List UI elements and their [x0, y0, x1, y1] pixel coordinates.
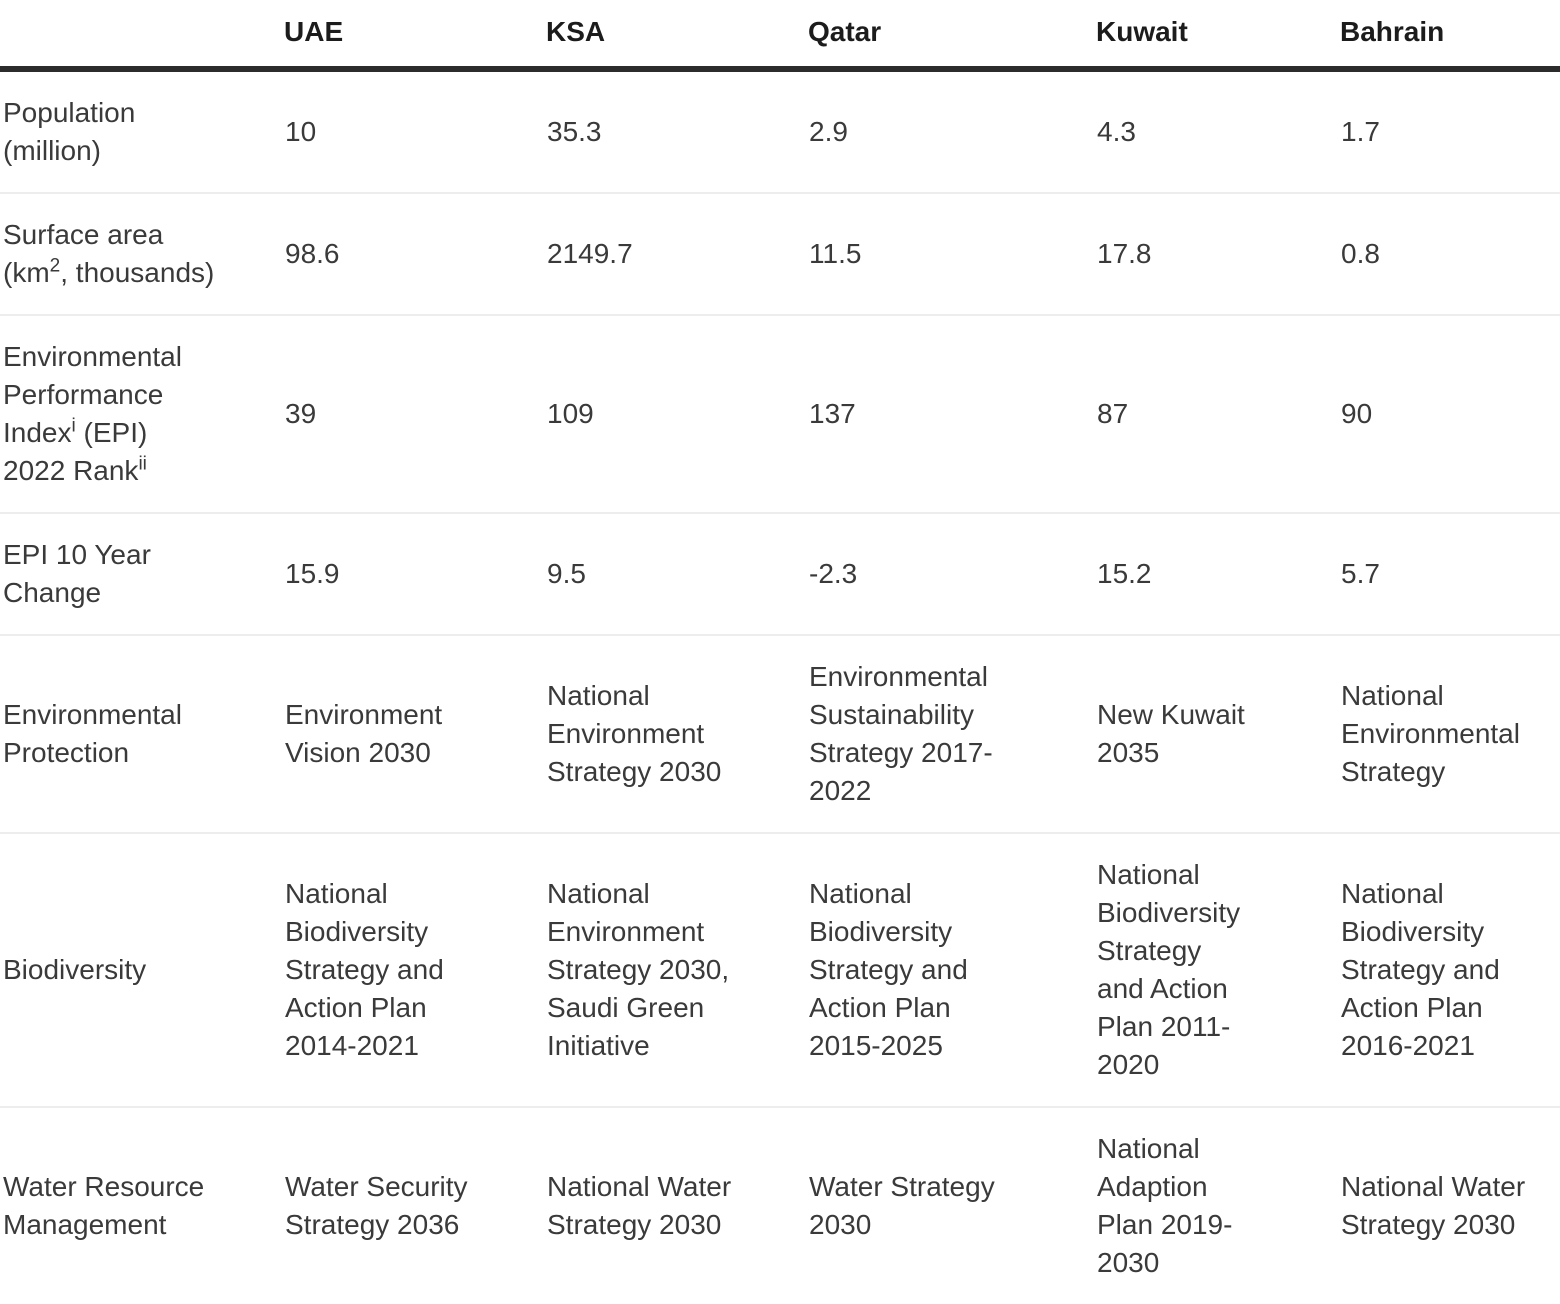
cell-biodiversity-bahrain: National Biodiversity Strategy and Actio…	[1340, 833, 1560, 1108]
cell-epi-change-qatar: -2.3	[808, 513, 1096, 636]
cell-biodiversity-kuwait: National Biodiversity Strategy and Actio…	[1096, 833, 1340, 1108]
cell-surface-area-ksa: 2149.7	[546, 193, 808, 316]
cell-epi-change-kuwait: 15.2	[1096, 513, 1340, 636]
table-row-environmental-protection: Environmental Protection Environment Vis…	[0, 635, 1560, 834]
surface-area-label-text: Surface area (km	[3, 219, 164, 288]
table-row-epi-rank: Environmental Performance Indexi (EPI) 2…	[0, 315, 1560, 514]
epi-rank-label-text: Environmental Performance Index	[3, 341, 182, 448]
cell-surface-area-bahrain: 0.8	[1340, 193, 1560, 316]
row-label-epi-change: EPI 10 Year Change	[0, 513, 284, 636]
epi-rank-label-text-2: (EPI) 2022 Rank	[3, 417, 148, 486]
cell-water-uae: Water Security Strategy 2036	[285, 1171, 468, 1240]
table-row-biodiversity: Biodiversity National Biodiversity Strat…	[0, 833, 1560, 1108]
epi-footnote-ii: ii	[138, 453, 147, 475]
row-label-biodiversity: Biodiversity	[0, 833, 284, 1108]
cell-epi-rank-uae: 39	[284, 315, 546, 514]
cell-biodiversity-ksa: National Environment Strategy 2030, Saud…	[546, 833, 808, 1108]
cell-population-bahrain: 1.7	[1340, 69, 1560, 194]
cell-environmental-protection-kuwait: New Kuwait 2035	[1096, 635, 1340, 834]
table-row-epi-change: EPI 10 Year Change 15.9 9.5 -2.3 15.2 5.…	[0, 513, 1560, 636]
cell-population-uae: 10	[284, 69, 546, 194]
cell-epi-rank-qatar: 137	[808, 315, 1096, 514]
table-row-water-resource-management: Water Resource Management Water Security…	[0, 1107, 1560, 1304]
cell-biodiversity-uae: National Biodiversity Strategy and Actio…	[284, 833, 546, 1108]
cell-population-kuwait: 4.3	[1096, 69, 1340, 194]
table-row-population: Population (million) 10 35.3 2.9 4.3 1.7	[0, 69, 1560, 194]
cell-environmental-protection-uae: Environment Vision 2030	[284, 635, 546, 834]
cell-epi-rank-bahrain: 90	[1340, 315, 1560, 514]
col-header-empty	[0, 0, 284, 72]
cell-population-ksa: 35.3	[546, 69, 808, 194]
col-header-uae: UAE	[284, 0, 546, 72]
cell-water-kuwait: National Adaption Plan 2019-2030	[1097, 1133, 1233, 1278]
row-label-water-resource-management: Water Resource Management	[3, 1171, 205, 1240]
cell-water-bahrain: National Water Strategy 2030	[1341, 1171, 1526, 1240]
row-label-epi-rank: Environmental Performance Indexi (EPI) 2…	[0, 315, 284, 514]
table-row-surface-area: Surface area (km2, thousands) 98.6 2149.…	[0, 193, 1560, 316]
cell-surface-area-qatar: 11.5	[808, 193, 1096, 316]
col-header-bahrain: Bahrain	[1340, 0, 1560, 72]
epi-footnote-i: i	[71, 415, 76, 437]
row-label-environmental-protection: Environmental Protection	[0, 635, 284, 834]
cell-surface-area-kuwait: 17.8	[1096, 193, 1340, 316]
cell-water-qatar: Water Strategy 2030	[809, 1171, 995, 1240]
row-label-population: Population (million)	[0, 69, 284, 194]
cell-epi-change-bahrain: 5.7	[1340, 513, 1560, 636]
row-label-surface-area: Surface area (km2, thousands)	[0, 193, 284, 316]
cell-environmental-protection-bahrain: National Environmental Strategy	[1340, 635, 1560, 834]
surface-area-label-text-2: , thousands)	[60, 257, 215, 288]
surface-area-superscript: 2	[49, 255, 61, 277]
cell-surface-area-uae: 98.6	[284, 193, 546, 316]
col-header-qatar: Qatar	[808, 0, 1096, 72]
table-header-row: UAE KSA Qatar Kuwait Bahrain	[0, 0, 1560, 72]
cell-water-ksa: National Water Strategy 2030	[547, 1171, 732, 1240]
cell-epi-change-ksa: 9.5	[546, 513, 808, 636]
cell-epi-change-uae: 15.9	[284, 513, 546, 636]
cell-population-qatar: 2.9	[808, 69, 1096, 194]
cell-environmental-protection-ksa: National Environment Strategy 2030	[546, 635, 808, 834]
col-header-kuwait: Kuwait	[1096, 0, 1340, 72]
cell-environmental-protection-qatar: Environmental Sustainability Strategy 20…	[808, 635, 1096, 834]
cell-epi-rank-ksa: 109	[546, 315, 808, 514]
col-header-ksa: KSA	[546, 0, 808, 72]
cell-epi-rank-kuwait: 87	[1096, 315, 1340, 514]
cell-biodiversity-qatar: National Biodiversity Strategy and Actio…	[808, 833, 1096, 1108]
